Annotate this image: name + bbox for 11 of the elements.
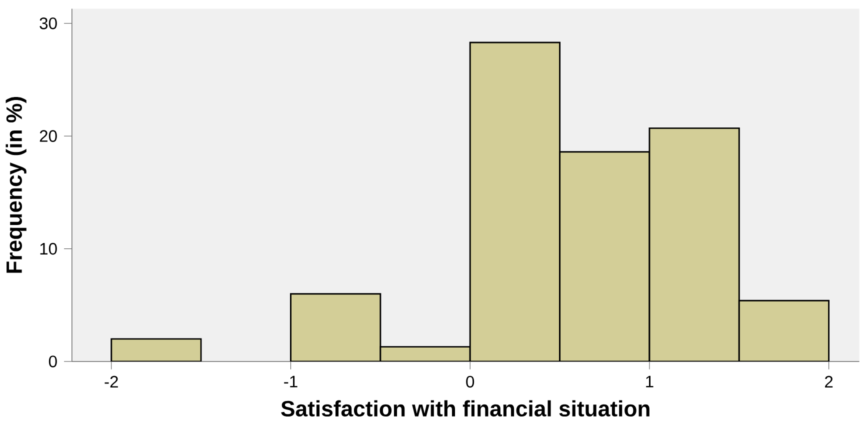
x-tick-label: -2 (104, 376, 118, 388)
y-tick-label: 10 (40, 242, 57, 255)
x-tick-label: 2 (825, 376, 833, 388)
x-tick-label: 1 (646, 376, 654, 388)
y-axis-title: Frequency (in %) (6, 97, 26, 273)
x-tick-label: 0 (466, 376, 474, 388)
y-tick-label: 0 (48, 356, 57, 368)
y-tick-label: 20 (40, 130, 57, 142)
x-axis-title: Satisfaction with financial situation (281, 400, 650, 417)
x-tick-label: -1 (284, 376, 298, 388)
y-tick-label: 30 (40, 17, 57, 30)
